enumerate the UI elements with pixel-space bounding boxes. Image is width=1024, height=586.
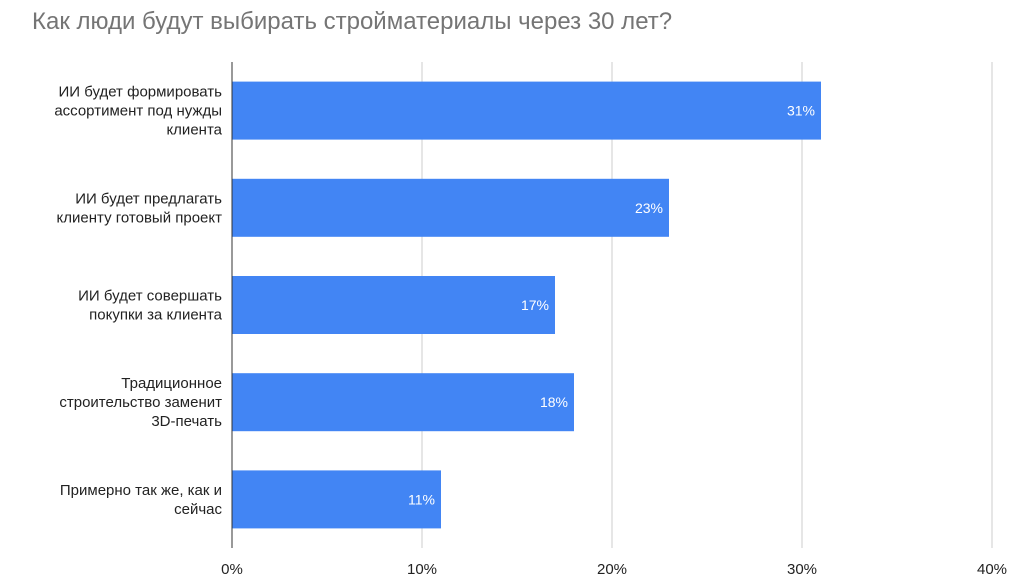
x-tick-label: 20% [597, 561, 627, 578]
bar [232, 373, 574, 432]
category-label: покупки за клиента [89, 307, 223, 324]
bar [232, 276, 555, 334]
data-label: 18% [540, 394, 568, 410]
category-label: Примерно так же, как и [60, 482, 222, 499]
category-label: ИИ будет совершать [78, 288, 222, 305]
category-label: строительство заменит [59, 394, 222, 411]
category-label: Традиционное [121, 375, 222, 392]
category-label: клиенту готовый проект [57, 209, 223, 226]
category-labels: ИИ будет формировать ассортимент под нужд… [54, 84, 222, 518]
category-label: ИИ будет предлагать [75, 190, 222, 207]
category-label: 3D-печать [151, 413, 222, 430]
bar [232, 470, 441, 529]
chart-title: Как люди будут выбирать стройматериалы ч… [32, 8, 673, 35]
bar [232, 81, 821, 140]
data-label: 11% [408, 491, 435, 507]
data-label: 17% [521, 297, 549, 313]
data-label: 23% [635, 200, 663, 216]
gridlines [421, 62, 993, 548]
category-label: клиента [166, 122, 222, 139]
data-label: 31% [787, 103, 815, 119]
x-tick-label: 10% [407, 561, 437, 578]
bars: 31% 23% 17% 18% 11% [232, 81, 821, 529]
category-label: сейчас [174, 501, 222, 518]
bar [232, 178, 669, 237]
category-label: ассортимент под нужды [54, 103, 222, 120]
x-tick-label: 0% [221, 561, 243, 578]
x-tick-labels: 0% 10% 20% 30% 40% [221, 561, 1007, 578]
x-tick-label: 30% [787, 561, 817, 578]
category-label: ИИ будет формировать [58, 84, 222, 101]
x-tick-label: 40% [977, 561, 1007, 578]
